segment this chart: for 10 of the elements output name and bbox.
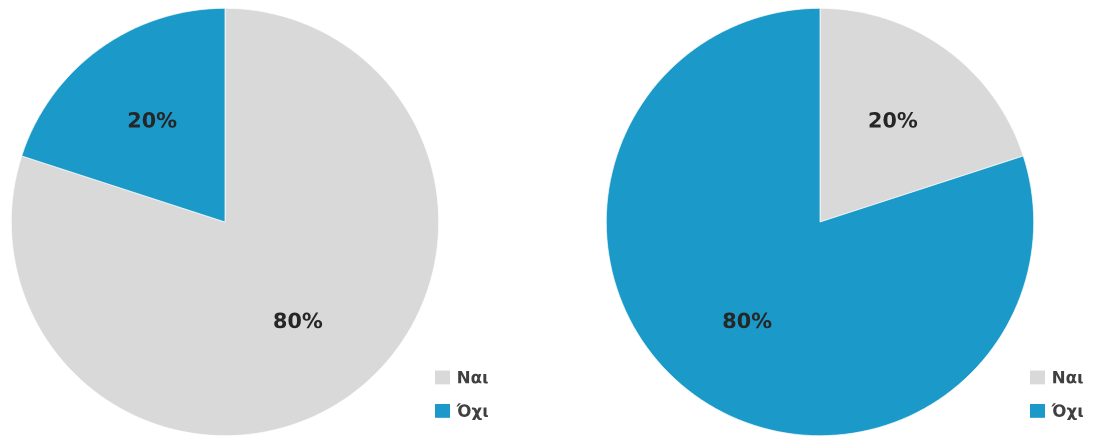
pie-slice [10,7,440,437]
data-label: 80% [723,312,772,329]
data-label: 20% [869,112,918,128]
data-label: 80% [274,312,323,329]
legend-label: Όχι [456,403,489,421]
legend-label: Ναι [458,371,488,384]
data-label: 20% [128,112,177,128]
pie-slice [605,7,1035,437]
legend-label: Όχι [1051,403,1084,421]
legend-label: Ναι [1053,371,1083,384]
